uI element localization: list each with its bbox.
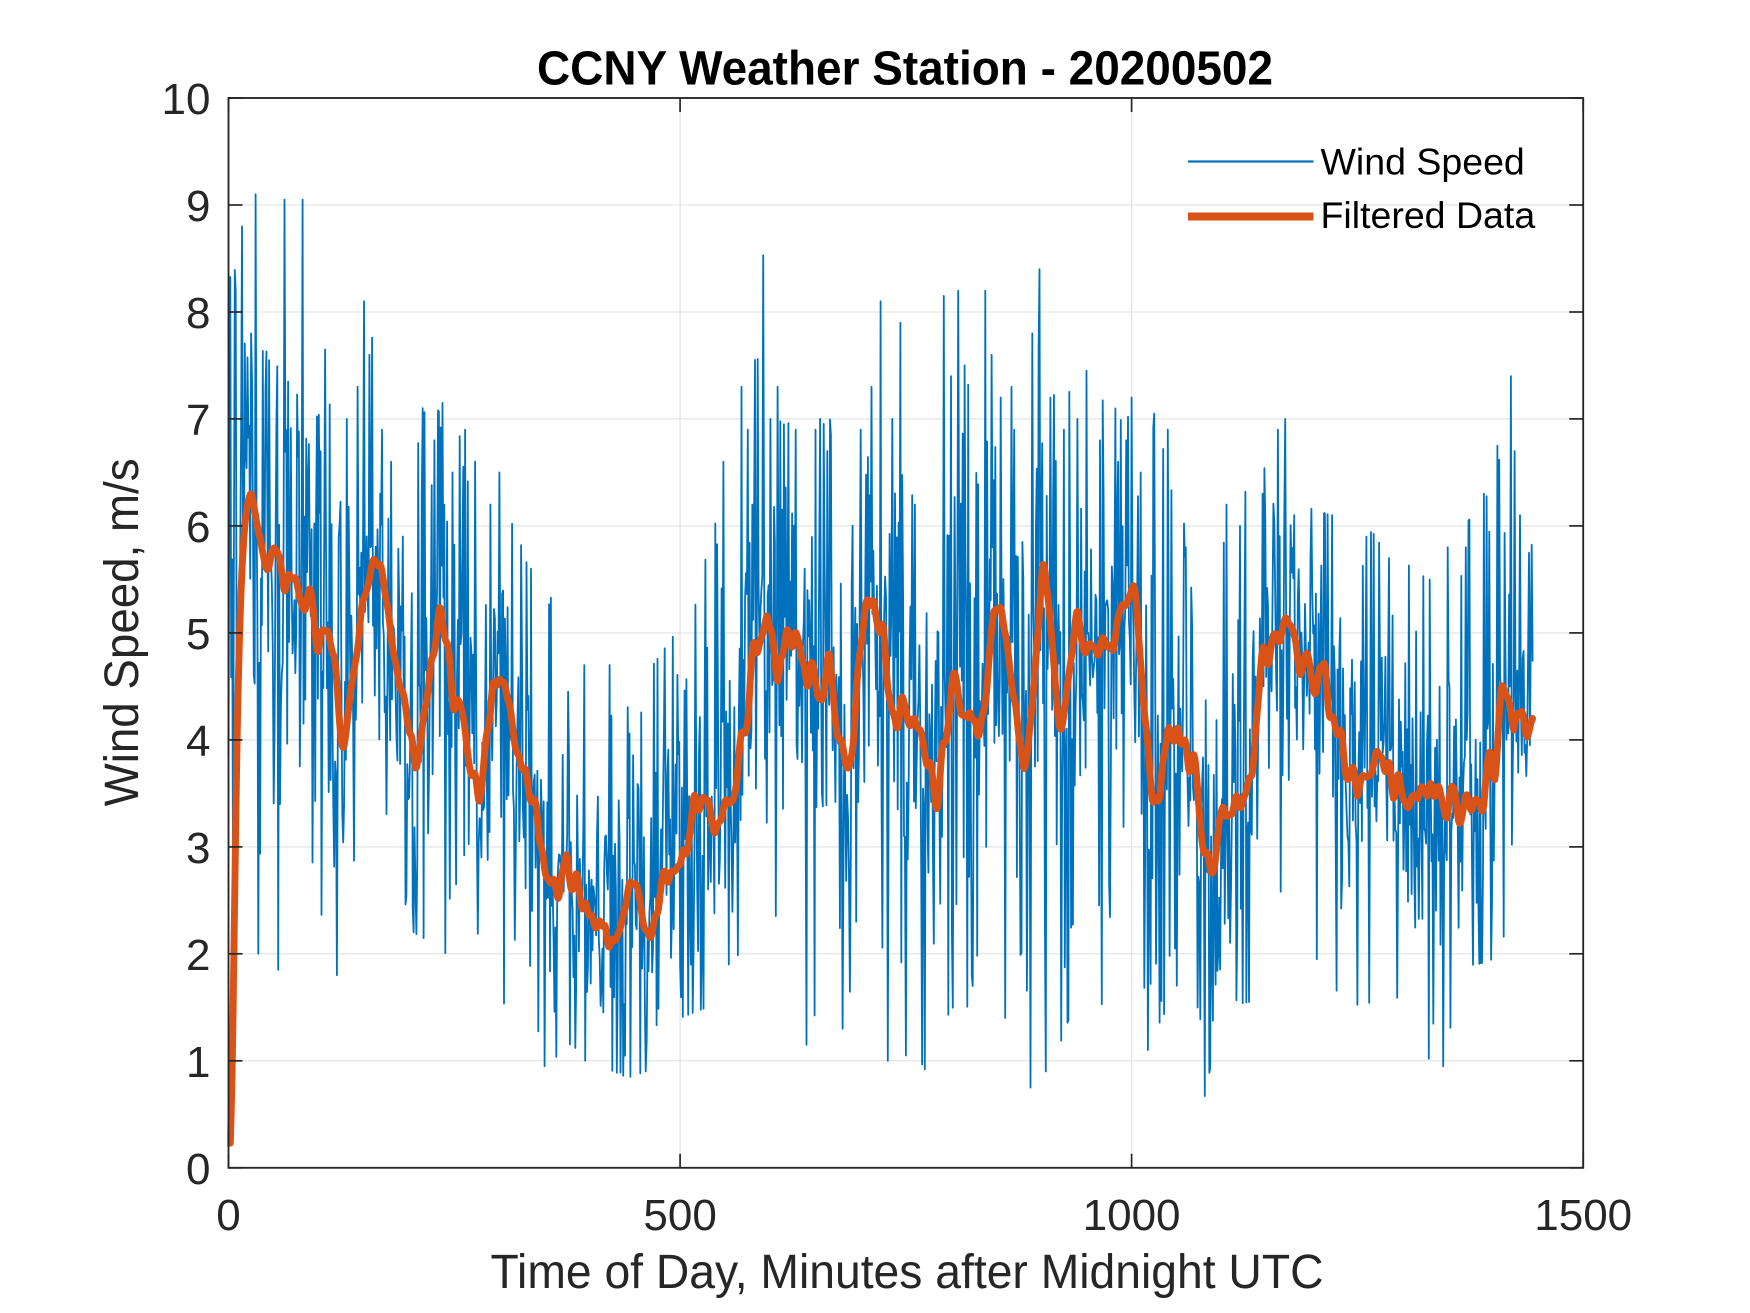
- svg-text:8: 8: [186, 289, 210, 338]
- svg-text:4: 4: [186, 717, 210, 766]
- svg-text:3: 3: [186, 824, 210, 873]
- svg-text:Wind Speed: Wind Speed: [1321, 141, 1525, 183]
- svg-text:9: 9: [186, 182, 210, 231]
- svg-text:Wind Speed, m/s: Wind Speed, m/s: [95, 458, 149, 806]
- svg-text:1500: 1500: [1534, 1191, 1632, 1240]
- svg-text:1000: 1000: [1083, 1191, 1181, 1240]
- svg-text:7: 7: [186, 396, 210, 445]
- svg-text:0: 0: [186, 1145, 210, 1194]
- svg-text:0: 0: [216, 1191, 240, 1240]
- svg-text:CCNY Weather Station - 2020050: CCNY Weather Station - 20200502: [537, 42, 1273, 96]
- svg-text:Time of Day, Minutes after Mid: Time of Day, Minutes after Midnight UTC: [491, 1246, 1324, 1299]
- svg-text:1: 1: [186, 1038, 210, 1087]
- svg-text:2: 2: [186, 931, 210, 980]
- svg-text:6: 6: [186, 503, 210, 552]
- svg-text:5: 5: [186, 610, 210, 659]
- svg-text:500: 500: [643, 1191, 716, 1240]
- svg-text:10: 10: [162, 75, 211, 124]
- svg-text:Filtered Data: Filtered Data: [1321, 194, 1536, 236]
